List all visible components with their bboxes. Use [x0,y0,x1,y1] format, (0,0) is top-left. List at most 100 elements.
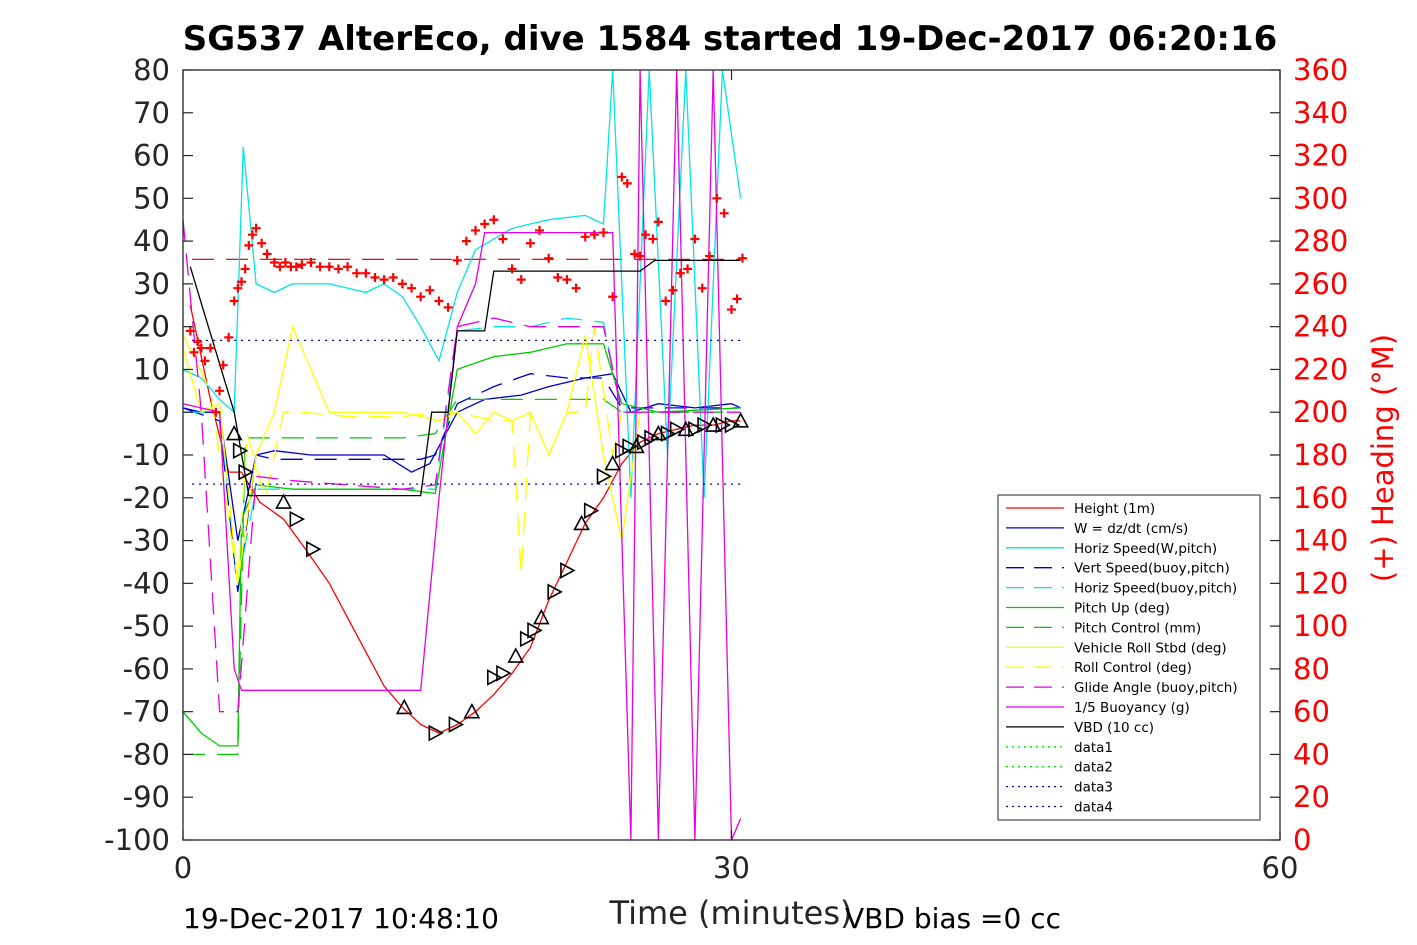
y-tick-label: -50 [123,609,170,643]
y-tick-label: -60 [123,652,170,686]
legend-entry: data2 [1074,760,1113,776]
y2-tick-label: 220 [1293,352,1348,386]
heading-point [229,296,239,306]
heading-point [291,262,301,272]
heading-point [653,217,663,227]
series-line-3 [183,373,741,592]
y2-tick-label: 20 [1293,780,1330,814]
y-tick-label: 20 [133,310,170,344]
heading-point [193,337,203,347]
y-tick-label: -30 [123,524,170,558]
x-tick-label: 0 [174,851,192,885]
heading-point [352,268,362,278]
legend-entry: Roll Control (deg) [1074,660,1192,676]
triangle-marker [289,510,306,528]
y2-tick-label: 160 [1293,481,1348,515]
heading-point [622,178,632,188]
x-tick-label: 60 [1262,851,1299,885]
y2-tick-label: 180 [1293,438,1348,472]
series-line-2 [183,70,742,498]
heading-point [535,225,545,235]
legend-entry: data4 [1074,800,1113,816]
heading-point [297,260,307,270]
triangle-marker [697,416,713,434]
triangle-marker [560,562,576,579]
heading-point [617,172,627,182]
y-tick-label: 0 [152,395,170,429]
heading-point [675,268,685,278]
heading-point [189,347,199,357]
heading-point [544,253,554,263]
y2-tick-label: 280 [1293,224,1348,258]
triangle-marker [615,442,631,460]
legend: Height (1m) W = dz/dt (cm/s) Horiz Speed(W… [997,494,1261,821]
heading-point [205,343,215,353]
heading-point [269,258,279,267]
heading-point [244,240,254,250]
footer-timestamp: 19-Dec-2017 10:48:10 [183,902,499,935]
triangle-marker [527,622,543,639]
y-tick-label: 50 [133,181,170,215]
triangle-marker [688,420,704,438]
triangle-marker [275,493,292,509]
heading-point [211,407,221,417]
triangle-marker [225,424,243,441]
y2-tick-label: 120 [1293,566,1348,600]
heading-point [525,238,535,248]
heading-point [516,275,526,285]
legend-entry: Vehicle Roll Stbd (deg) [1074,640,1227,656]
heading-point [661,296,671,306]
y2-tick-label: 240 [1293,310,1348,344]
y-tick-label: -20 [123,481,170,515]
triangle-marker [660,425,677,442]
heading-point [553,272,563,282]
triangle-marker [583,502,600,519]
heading-point [705,251,715,261]
legend-entry: 1/5 Buoyancy (g) [1074,700,1190,716]
heading-point [683,264,693,274]
y2-tick-label: 340 [1293,96,1348,130]
heading-point [630,249,640,259]
heading-point [580,232,590,242]
heading-point [306,258,316,267]
heading-point [461,236,471,246]
heading-point [240,264,250,274]
heading-point [641,230,651,240]
y2-tick-label: 300 [1293,181,1348,215]
y-tick-label: -90 [123,780,170,814]
series-line-10 [183,70,742,840]
series-line-6 [183,398,741,756]
heading-point [215,386,225,396]
heading-point [727,305,736,315]
heading-point [737,253,747,263]
heading-point [233,283,243,293]
triangle-marker [507,647,525,663]
series-line-5 [183,343,741,747]
heading-point [599,228,609,238]
heading-point [237,277,247,287]
y2-tick-label: 0 [1293,823,1311,857]
legend-entry: VBD (10 cc) [1074,720,1154,736]
y-tick-label: 80 [133,53,170,87]
triangle-marker [306,540,322,558]
triangle-marker [644,429,660,447]
triangle-marker [628,437,645,454]
heading-point [370,272,380,282]
triangle-marker [732,412,749,428]
heading-point [443,302,453,312]
heading-point [333,264,343,274]
heading-point [648,234,658,244]
triangle-marker [487,669,503,686]
heading-point [200,356,210,366]
y2-tick-label: 60 [1293,695,1330,729]
triangle-marker [448,716,465,733]
heading-point [589,230,599,240]
legend-entry: Horiz Speed(W,pitch) [1074,541,1217,557]
heading-point [247,230,257,240]
heading-point [343,262,353,272]
heading-point [690,234,700,244]
heading-point [712,193,722,203]
plot-area [183,70,749,840]
legend-entry: Pitch Control (mm) [1074,620,1201,636]
